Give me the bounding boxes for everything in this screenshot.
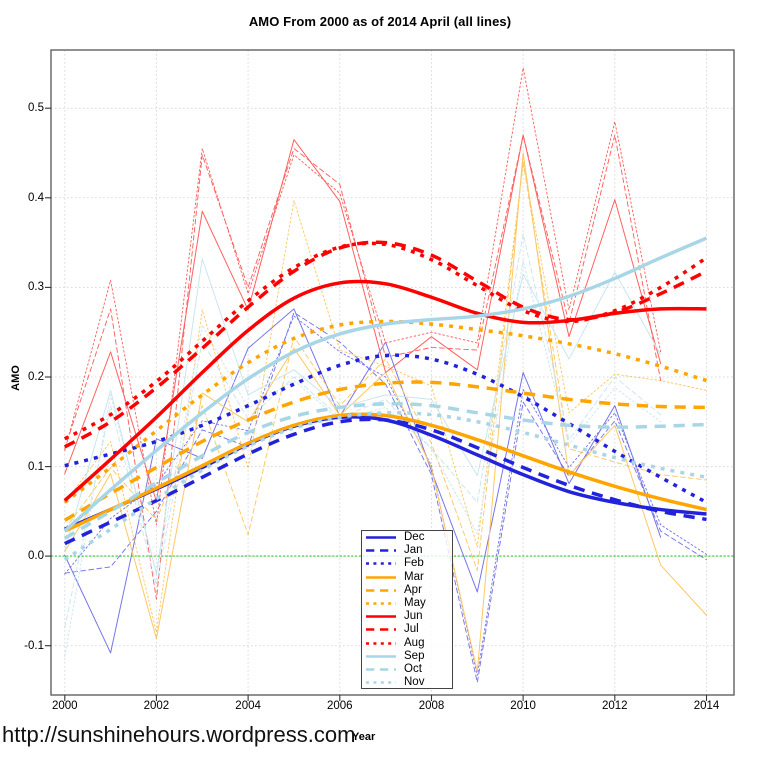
y-tick-label: 0.5 [28,102,44,115]
x-axis-label: Year [352,731,376,743]
y-tick-label: -0.1 [24,639,44,652]
legend-swatch-icon [362,610,400,623]
x-tick-label: 2010 [510,700,536,712]
trend-line-sep [63,236,708,533]
legend-label: May [404,597,426,610]
legend-item-aug[interactable]: Aug [362,637,452,650]
legend-label: Aug [404,636,425,649]
legend-swatch-icon [362,637,400,650]
legend-label: Oct [404,662,422,675]
raw-line-oct [64,233,662,629]
x-tick-label: 2004 [235,700,261,712]
x-tick-label: 2002 [143,700,170,712]
legend-swatch-icon [362,531,400,544]
y-tick-label: 0.1 [28,460,44,473]
legend-label: Nov [404,676,425,689]
legend-item-jul[interactable]: Jul [362,623,452,636]
trend-line-jul [63,240,708,449]
chart-title: AMO From 2000 as of 2014 April (all line… [248,14,512,29]
trend-line-jun [63,279,707,502]
legend-swatch-icon [362,650,400,663]
y-tick-label: 0.0 [28,550,44,563]
legend-label: Apr [404,583,422,596]
trend-line-oct [63,402,707,540]
legend-swatch-icon [362,544,400,557]
legend-swatch-icon [362,623,400,636]
legend-item-jan[interactable]: Jan [362,544,452,557]
raw-line-jul [64,134,662,600]
x-tick-label: 2006 [327,700,353,712]
y-tick-label: 0.3 [28,281,44,294]
legend-label: Sep [404,649,425,662]
legend-item-nov[interactable]: Nov [362,676,452,689]
x-tick-label: 2012 [602,700,628,712]
trend-line-may [63,319,708,504]
plot-frame [50,49,735,696]
legend-label: Mar [404,570,424,583]
legend-label: Jul [404,623,419,636]
legend-item-mar[interactable]: Mar [362,571,452,584]
legend-swatch-icon [362,571,400,584]
raw-line-sep [64,258,662,575]
legend-item-jun[interactable]: Jun [362,610,452,623]
legend-item-dec[interactable]: Dec [362,531,452,544]
legend-label: Feb [404,557,424,570]
trend-line-jan [64,417,707,546]
gridlines [51,50,734,695]
trend-line-apr [63,380,707,522]
trend-series-group [63,236,708,562]
trend-line-aug [63,241,708,441]
legend-swatch-icon [362,676,400,689]
x-tick-label: 2000 [52,700,78,712]
watermark: http://sunshinehours.wordpress.com [2,722,356,747]
legend-label: Jan [404,544,423,557]
raw-line-jan [64,312,707,683]
y-tick-label: 0.4 [28,191,44,204]
x-tick-label: 2008 [418,700,445,712]
legend-swatch-icon [362,663,400,676]
legend-item-sep[interactable]: Sep [362,650,452,663]
legend-swatch-icon [362,597,400,610]
trend-line-mar [64,412,707,533]
legend-label: Jun [404,610,423,623]
raw-line-may [64,161,707,633]
legend-label: Dec [404,531,425,544]
x-tick-label: 2014 [693,700,720,712]
legend-item-apr[interactable]: Apr [362,584,452,597]
legend-item-feb[interactable]: Feb [362,557,452,570]
legend-item-oct[interactable]: Oct [362,663,452,676]
legend: Dec Jan Feb Mar Apr May Jun Jul Aug Sep Oct Nov [361,530,453,689]
legend-swatch-icon [362,584,400,597]
trend-line-feb [64,353,708,504]
raw-line-feb [64,315,707,676]
legend-item-may[interactable]: May [362,597,452,610]
legend-swatch-icon [362,557,400,570]
y-tick-label: 0.2 [28,371,44,383]
raw-line-jun [64,134,662,502]
